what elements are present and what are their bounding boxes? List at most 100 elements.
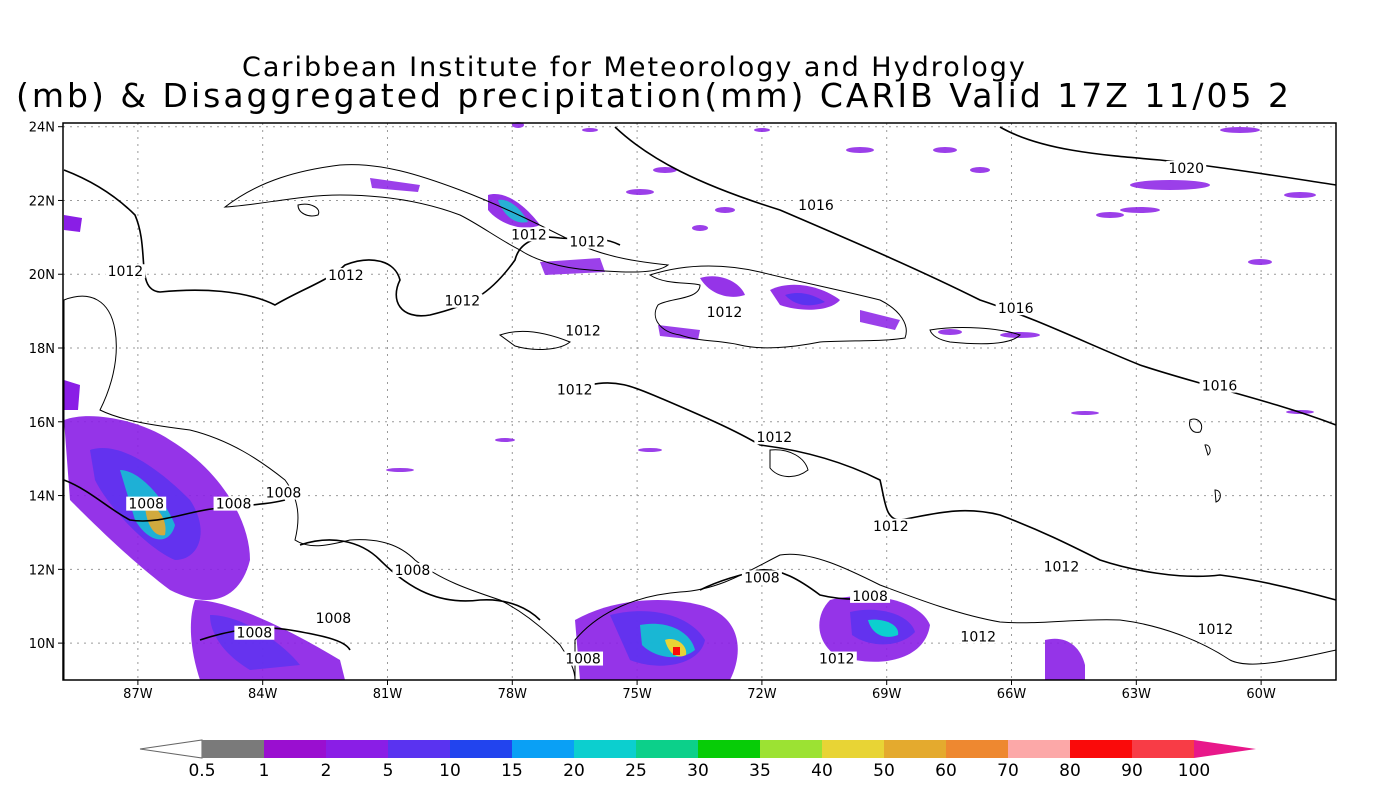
precipitation-shading <box>64 122 1316 680</box>
isobar-label: 1008 <box>395 563 431 579</box>
coastlines <box>63 164 1337 681</box>
isobar-label-bg <box>704 304 745 319</box>
colorbar-label: 10 <box>439 761 461 781</box>
colorbar-label: 25 <box>625 761 647 781</box>
colorbar-swatch <box>202 740 264 758</box>
colorbar-swatch <box>822 740 884 758</box>
isobar-label: 1012 <box>757 430 793 446</box>
isobar-label: 1008 <box>266 486 302 502</box>
isobar-labels: 1020 1016 1016 1016 1012 1012 1012 1012 1012 1012… <box>105 160 1240 668</box>
isobar-label: 1012 <box>707 305 743 321</box>
lon-tick-label: 75W <box>622 687 652 702</box>
isobar-label-bg <box>741 570 782 585</box>
isobar-label-bg <box>554 382 595 397</box>
colorbar-swatch <box>574 740 636 758</box>
isobar-label: 1012 <box>1198 622 1234 638</box>
lon-tick-label: 84W <box>248 687 278 702</box>
lon-tick-label: 81W <box>373 687 403 702</box>
isobar-label: 1012 <box>565 323 601 339</box>
lon-tick-label: 69W <box>872 687 902 702</box>
isobar-label: 1012 <box>819 652 855 668</box>
lon-tick-label: 66W <box>997 687 1027 702</box>
isobar-label: 1016 <box>998 301 1034 317</box>
isobar-label: 1012 <box>569 235 605 251</box>
lat-tick-label: 10N <box>29 637 55 652</box>
isobar-label: 1012 <box>960 629 996 645</box>
colorbar-swatch <box>636 740 698 758</box>
isobar-label-bg <box>995 301 1036 316</box>
isobar-label: 1012 <box>511 227 547 243</box>
isobar-label: 1012 <box>557 382 593 398</box>
isobar-label: 1016 <box>798 198 834 214</box>
isobar-label: 1008 <box>237 626 273 642</box>
lat-tick-label: 20N <box>29 268 55 283</box>
lat-tick-label: 22N <box>29 194 55 209</box>
isobar-label-bg <box>213 496 254 511</box>
isobar-label-bg <box>870 518 911 533</box>
isobar-label-bg <box>392 563 433 578</box>
colorbar-label: 5 <box>383 761 394 781</box>
isobar-label: 1008 <box>744 570 780 586</box>
colorbar-swatch <box>450 740 512 758</box>
colorbar-label: 1 <box>259 761 270 781</box>
isobar-label: 1012 <box>328 268 364 284</box>
isobar-label-bg <box>442 293 483 308</box>
lon-tick-label: 72W <box>747 687 777 702</box>
lat-tick-label: 14N <box>29 490 55 505</box>
colorbar-arrow-right <box>1194 740 1256 758</box>
colorbar-swatch <box>264 740 326 758</box>
isobar-label-bg <box>263 485 304 500</box>
map-title-line2: (mb) & Disaggregated precipitation(mm) C… <box>16 76 1292 115</box>
lon-tick-label: 78W <box>498 687 528 702</box>
isobar-label-bg <box>1166 160 1207 175</box>
longitude-labels: 87W 84W 81W 78W 75W 72W 69W 66W 63W 60W <box>123 680 1276 702</box>
colorbar-label: 35 <box>749 761 771 781</box>
colorbar-label: 100 <box>1178 761 1210 781</box>
isobar-label-bg <box>126 496 167 511</box>
colorbar-label: 70 <box>997 761 1019 781</box>
isobar-label-bg <box>563 651 604 666</box>
latitude-labels: 24N 22N 20N 18N 16N 14N 12N 10N <box>29 121 63 652</box>
colorbar-swatch <box>326 740 388 758</box>
isobar-label: 1008 <box>316 611 352 627</box>
grid-lines <box>63 123 1336 680</box>
colorbar-label: 2 <box>321 761 332 781</box>
colorbar-swatch <box>1070 740 1132 758</box>
isobar-label: 1020 <box>1168 161 1204 177</box>
isobar-label-bg <box>795 197 836 212</box>
colorbar-label: 30 <box>687 761 709 781</box>
colorbar-swatch <box>512 740 574 758</box>
isobar-label-bg <box>567 234 608 249</box>
isobar-label-bg <box>234 625 275 640</box>
lat-tick-label: 16N <box>29 416 55 431</box>
colorbar-label: 90 <box>1121 761 1143 781</box>
isobar-label-bg <box>1041 559 1082 574</box>
lat-tick-label: 12N <box>29 563 55 578</box>
colorbar-label: 20 <box>563 761 585 781</box>
isobar-label-bg <box>313 610 354 625</box>
isobar-label-bg <box>754 430 795 445</box>
colorbar-swatch <box>884 740 946 758</box>
colorbar-label: 50 <box>873 761 895 781</box>
colorbar-swatch <box>698 740 760 758</box>
lat-tick-label: 24N <box>29 121 55 136</box>
isobar-label-bg <box>508 227 549 242</box>
colorbar-label: 15 <box>501 761 523 781</box>
map-frame <box>62 122 1337 681</box>
lon-tick-label: 87W <box>123 687 153 702</box>
isobar-label-bg <box>563 323 604 338</box>
precipitation-colorbar: 0.5 1 2 5 10 15 20 25 30 35 40 50 60 70 80 90 100 <box>139 739 1256 781</box>
colorbar-label: 80 <box>1059 761 1081 781</box>
isobar-label: 1008 <box>565 652 601 668</box>
isobar-label-bg <box>1195 622 1236 637</box>
isobar-label: 1012 <box>108 264 144 280</box>
isobar-label-bg <box>816 651 857 666</box>
isobar-label: 1012 <box>445 294 481 310</box>
lat-tick-label: 18N <box>29 342 55 357</box>
isobar-label: 1008 <box>216 497 252 513</box>
isobar-label: 1012 <box>1044 559 1080 575</box>
colorbar-label: 60 <box>935 761 957 781</box>
colorbar-arrow-left <box>139 739 203 759</box>
isobar-label-bg <box>105 264 146 279</box>
